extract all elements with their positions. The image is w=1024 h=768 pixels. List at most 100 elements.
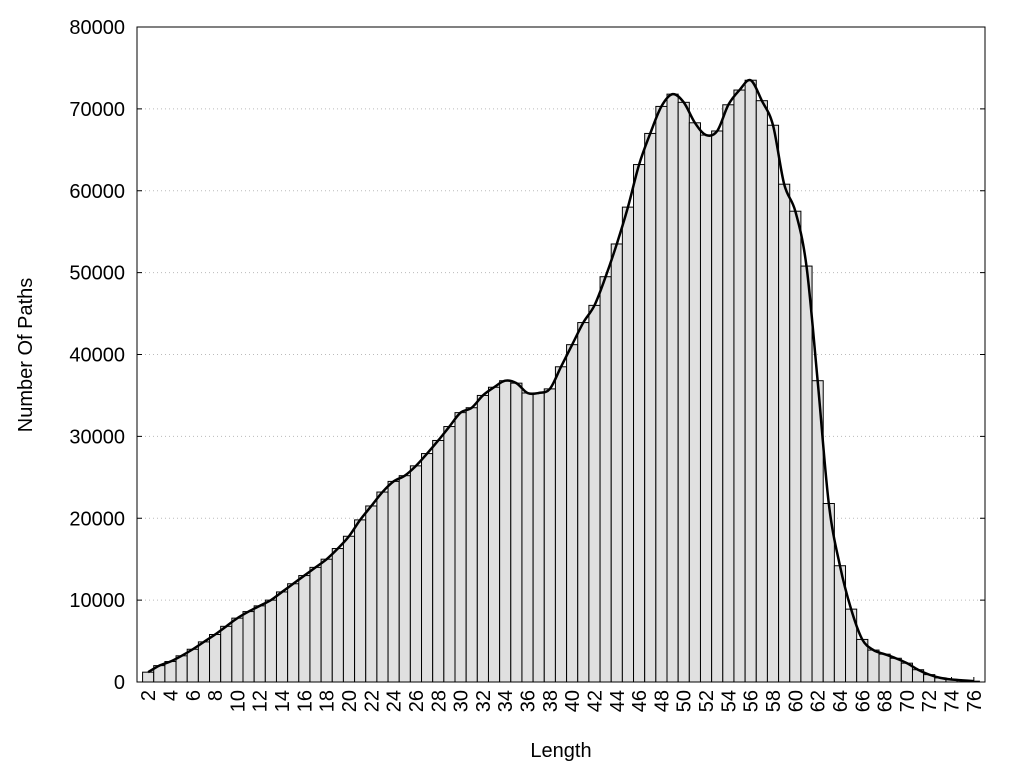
bar bbox=[454, 412, 467, 683]
bar bbox=[878, 653, 891, 683]
x-tick-label: 62 bbox=[808, 690, 830, 712]
bar bbox=[532, 392, 545, 683]
bar bbox=[365, 505, 378, 683]
bar bbox=[699, 134, 713, 683]
bar bbox=[566, 344, 579, 683]
y-tick-label: 10000 bbox=[69, 590, 125, 612]
bar bbox=[186, 648, 199, 683]
bar bbox=[666, 93, 679, 683]
x-tick-label: 18 bbox=[317, 690, 339, 712]
x-tick-label: 28 bbox=[428, 690, 450, 712]
bar bbox=[421, 453, 434, 683]
x-tick-label: 2 bbox=[138, 690, 160, 701]
bar bbox=[677, 101, 690, 683]
bar bbox=[510, 382, 523, 683]
bar bbox=[599, 276, 612, 683]
bar bbox=[197, 641, 211, 683]
y-tick-label: 60000 bbox=[69, 181, 125, 203]
bar bbox=[521, 392, 534, 683]
x-tick-label: 20 bbox=[339, 690, 361, 712]
bar bbox=[220, 625, 233, 683]
bar bbox=[621, 206, 635, 683]
bar bbox=[287, 583, 300, 683]
x-tick-label: 6 bbox=[183, 690, 205, 701]
bar bbox=[209, 634, 222, 683]
bar bbox=[398, 475, 411, 683]
bar bbox=[610, 243, 623, 683]
x-tick-label: 8 bbox=[205, 690, 227, 701]
bar bbox=[264, 599, 277, 683]
bar bbox=[722, 104, 735, 683]
bar bbox=[443, 426, 456, 683]
bar bbox=[342, 535, 356, 683]
bar bbox=[688, 122, 701, 683]
x-tick-label: 72 bbox=[919, 690, 941, 712]
bar bbox=[487, 386, 501, 683]
bar bbox=[465, 407, 478, 683]
bar bbox=[800, 265, 813, 683]
x-tick-label: 38 bbox=[540, 690, 562, 712]
bar bbox=[275, 591, 289, 683]
x-tick-label: 50 bbox=[674, 690, 696, 712]
x-tick-label: 4 bbox=[160, 690, 182, 701]
bar bbox=[543, 388, 556, 683]
y-tick-label: 80000 bbox=[69, 17, 125, 39]
x-tick-label: 34 bbox=[495, 690, 517, 712]
x-tick-label: 46 bbox=[629, 690, 651, 712]
bar bbox=[231, 617, 244, 683]
bar bbox=[577, 322, 590, 683]
x-tick-label: 58 bbox=[763, 690, 785, 712]
bar bbox=[354, 519, 367, 683]
bar bbox=[175, 655, 188, 683]
x-tick-label: 36 bbox=[518, 690, 540, 712]
bar bbox=[766, 124, 780, 683]
x-tick-label: 40 bbox=[562, 690, 584, 712]
bar bbox=[755, 100, 768, 683]
bar bbox=[142, 671, 155, 683]
y-axis-label: Number Of Paths bbox=[15, 278, 37, 433]
bar bbox=[554, 366, 568, 683]
x-tick-label: 12 bbox=[250, 690, 272, 712]
bar bbox=[164, 661, 177, 683]
bar bbox=[711, 130, 724, 683]
smooth-line bbox=[147, 78, 974, 683]
y-tick-label: 30000 bbox=[69, 426, 125, 448]
x-tick-label: 68 bbox=[875, 690, 897, 712]
x-tick-label: 76 bbox=[964, 690, 986, 712]
plot-frame bbox=[136, 26, 986, 683]
y-tick-label: 0 bbox=[114, 672, 125, 694]
y-tick-label: 20000 bbox=[69, 508, 125, 530]
bar bbox=[331, 548, 344, 683]
bar bbox=[633, 164, 646, 683]
bar bbox=[655, 105, 668, 683]
bar bbox=[409, 465, 423, 683]
x-tick-label: 48 bbox=[651, 690, 673, 712]
bar bbox=[644, 132, 657, 683]
bar bbox=[320, 558, 333, 683]
bar bbox=[309, 566, 322, 683]
y-tick-label: 40000 bbox=[69, 345, 125, 367]
bar bbox=[432, 439, 445, 683]
x-axis-label: Length bbox=[530, 740, 591, 762]
x-tick-label: 64 bbox=[830, 690, 852, 712]
x-tick-label: 60 bbox=[785, 690, 807, 712]
x-tick-label: 30 bbox=[451, 690, 473, 712]
bar bbox=[889, 657, 902, 683]
x-tick-label: 44 bbox=[607, 690, 629, 712]
x-tick-label: 52 bbox=[696, 690, 718, 712]
bar bbox=[789, 210, 802, 683]
x-tick-label: 74 bbox=[942, 690, 964, 712]
x-tick-label: 16 bbox=[294, 690, 316, 712]
x-tick-label: 24 bbox=[384, 690, 406, 712]
bar bbox=[733, 89, 746, 683]
bar bbox=[376, 491, 389, 683]
y-tick-label: 50000 bbox=[69, 263, 125, 285]
bar bbox=[387, 480, 400, 683]
x-tick-label: 70 bbox=[897, 690, 919, 712]
bar bbox=[744, 79, 757, 683]
bar bbox=[778, 183, 791, 683]
x-tick-label: 14 bbox=[272, 690, 294, 712]
bar bbox=[253, 605, 266, 683]
